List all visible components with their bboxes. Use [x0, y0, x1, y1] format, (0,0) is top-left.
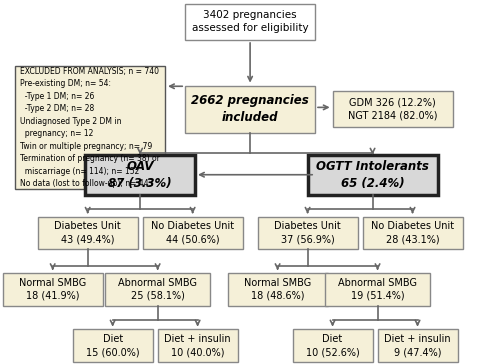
FancyBboxPatch shape: [258, 217, 358, 249]
Text: 3402 pregnancies
assessed for eligibility: 3402 pregnancies assessed for eligibilit…: [192, 10, 308, 33]
Text: Diet
15 (60.0%): Diet 15 (60.0%): [86, 334, 140, 357]
FancyBboxPatch shape: [292, 329, 372, 362]
Text: OGTT Intolerants
65 (2.4%): OGTT Intolerants 65 (2.4%): [316, 160, 429, 190]
FancyBboxPatch shape: [15, 66, 165, 189]
Text: Normal SMBG
18 (41.9%): Normal SMBG 18 (41.9%): [19, 278, 86, 301]
Text: Diet + insulin
9 (47.4%): Diet + insulin 9 (47.4%): [384, 334, 451, 357]
FancyBboxPatch shape: [38, 217, 138, 249]
Text: EXCLUDED FROM ANALYSIS; n = 740
Pre-existing DM; n= 54:
  -Type 1 DM; n= 26
  -T: EXCLUDED FROM ANALYSIS; n = 740 Pre-exis…: [20, 67, 160, 188]
FancyBboxPatch shape: [142, 217, 242, 249]
FancyBboxPatch shape: [332, 91, 452, 127]
Text: No Diabetes Unit
44 (50.6%): No Diabetes Unit 44 (50.6%): [151, 221, 234, 245]
Text: GDM 326 (12.2%)
NGT 2184 (82.0%): GDM 326 (12.2%) NGT 2184 (82.0%): [348, 98, 438, 121]
Text: Normal SMBG
18 (48.6%): Normal SMBG 18 (48.6%): [244, 278, 311, 301]
Text: No Diabetes Unit
28 (43.1%): No Diabetes Unit 28 (43.1%): [371, 221, 454, 245]
FancyBboxPatch shape: [325, 273, 430, 306]
Text: Diet + insulin
10 (40.0%): Diet + insulin 10 (40.0%): [164, 334, 231, 357]
Text: Diabetes Unit
37 (56.9%): Diabetes Unit 37 (56.9%): [274, 221, 341, 245]
Text: OAV
87 (3.3%): OAV 87 (3.3%): [108, 160, 172, 190]
FancyBboxPatch shape: [308, 155, 438, 195]
FancyBboxPatch shape: [362, 217, 462, 249]
FancyBboxPatch shape: [72, 329, 152, 362]
FancyBboxPatch shape: [105, 273, 210, 306]
Text: Abnormal SMBG
19 (51.4%): Abnormal SMBG 19 (51.4%): [338, 278, 417, 301]
FancyBboxPatch shape: [158, 329, 238, 362]
FancyBboxPatch shape: [85, 155, 195, 195]
Text: Abnormal SMBG
25 (58.1%): Abnormal SMBG 25 (58.1%): [118, 278, 197, 301]
FancyBboxPatch shape: [185, 86, 315, 133]
Text: Diabetes Unit
43 (49.4%): Diabetes Unit 43 (49.4%): [54, 221, 121, 245]
FancyBboxPatch shape: [378, 329, 458, 362]
FancyBboxPatch shape: [228, 273, 328, 306]
Text: Diet
10 (52.6%): Diet 10 (52.6%): [306, 334, 360, 357]
FancyBboxPatch shape: [2, 273, 102, 306]
FancyBboxPatch shape: [185, 4, 315, 40]
Text: 2662 pregnancies
included: 2662 pregnancies included: [191, 94, 309, 124]
